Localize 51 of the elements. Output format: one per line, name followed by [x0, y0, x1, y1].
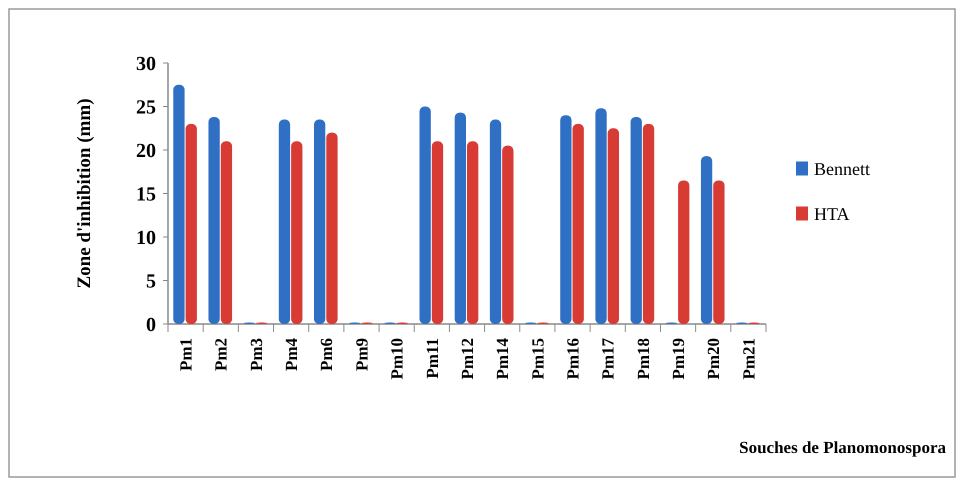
legend-label: Bennett — [814, 158, 870, 179]
bar — [502, 146, 514, 324]
bar — [432, 141, 444, 324]
x-axis-title: Souches de Planomonospora — [739, 438, 946, 457]
bar — [420, 106, 431, 324]
bar — [220, 141, 232, 324]
x-tick-label: Pm1 — [176, 338, 196, 372]
bar — [630, 116, 642, 324]
y-tick-label: 5 — [146, 270, 156, 292]
y-axis-title: Zone d'inhibition (mm) — [74, 98, 95, 289]
x-tick-label: Pm14 — [493, 338, 512, 380]
bar — [700, 156, 712, 324]
bar — [173, 84, 185, 324]
bar — [642, 124, 654, 324]
x-tick-label: Pm20 — [704, 338, 724, 380]
bar — [608, 128, 620, 324]
bar — [291, 141, 302, 324]
x-tick-label: Pm21 — [739, 338, 758, 380]
x-tick-label: Pm10 — [388, 338, 407, 380]
y-tick-label: 25 — [136, 96, 156, 118]
x-tick-label: Pm17 — [598, 338, 618, 380]
y-tick-label: 15 — [136, 184, 156, 206]
y-tick-label: 30 — [136, 53, 156, 75]
bar — [490, 120, 502, 324]
bar — [278, 120, 290, 324]
y-tick-label: 10 — [136, 227, 156, 249]
x-tick-label: Pm19 — [669, 338, 688, 380]
x-tick-label: Pm2 — [212, 338, 231, 372]
bar — [314, 120, 326, 324]
legend-label: HTA — [814, 204, 850, 224]
x-tick-label: Pm4 — [282, 338, 302, 372]
x-tick-label: Pm16 — [563, 338, 582, 380]
bar — [208, 116, 220, 324]
bar — [572, 124, 584, 324]
bar — [326, 132, 338, 324]
bar — [595, 108, 607, 324]
x-tick-label: Pm18 — [634, 338, 653, 380]
x-tick-label: Pm15 — [528, 338, 548, 380]
bar — [713, 180, 725, 324]
x-tick-label: Pm6 — [317, 338, 336, 372]
bar — [560, 115, 572, 324]
y-tick-label: 20 — [136, 140, 156, 162]
x-tick-label: Pm3 — [246, 338, 266, 372]
x-tick-label: Pm12 — [458, 338, 477, 380]
bar — [678, 180, 690, 324]
x-tick-label: Pm9 — [352, 338, 372, 372]
bar — [186, 124, 197, 324]
bar — [467, 141, 478, 324]
x-tick-label: Pm11 — [422, 338, 442, 379]
y-tick-label: 0 — [146, 314, 156, 336]
bar — [454, 112, 466, 324]
